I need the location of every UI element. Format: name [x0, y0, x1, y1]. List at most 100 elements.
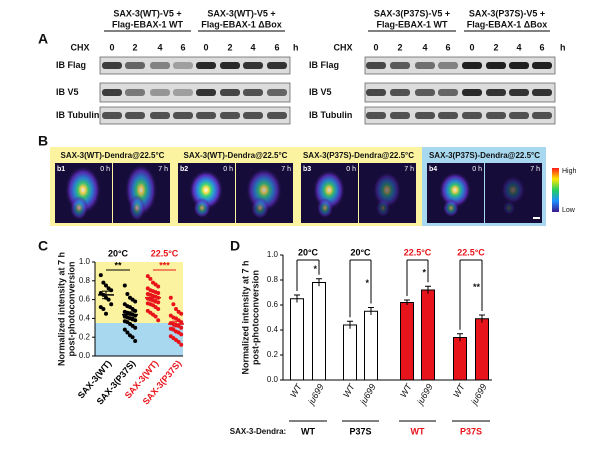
blot-band	[243, 112, 263, 119]
condition-header: 22.5°C	[151, 248, 179, 258]
blot-band	[267, 62, 287, 69]
bar	[421, 289, 435, 381]
time-label: 0 h	[100, 166, 110, 173]
blot-band	[462, 89, 482, 96]
cell-signal	[251, 197, 269, 219]
y-tick-label: 0.0	[79, 351, 91, 360]
data-point	[101, 307, 106, 311]
blue-region	[95, 323, 183, 356]
data-point	[171, 302, 176, 307]
time-label: 0 h	[472, 166, 482, 173]
lane-label: 4	[157, 42, 162, 52]
blot-band	[532, 62, 552, 69]
image-id: b2	[180, 166, 188, 173]
data-point	[153, 314, 158, 319]
bar	[290, 298, 304, 381]
data-point	[156, 284, 161, 289]
blot-row-label: IB Flag	[309, 60, 339, 70]
condition-header: 22.5°C	[404, 247, 432, 257]
group-title: SAX-3(WT)-V5 +	[113, 8, 181, 18]
blot-band	[462, 112, 482, 119]
blot-band	[150, 89, 170, 96]
y-axis-label: post-photoconversion	[66, 262, 76, 357]
lane-label: 0	[469, 42, 474, 52]
cell-signal	[129, 195, 145, 221]
lane-label: 4	[422, 42, 427, 52]
blot-band	[125, 89, 145, 96]
blot-band	[196, 112, 216, 119]
data-point	[156, 300, 161, 305]
lane-label: 6	[539, 42, 544, 52]
data-point	[168, 295, 173, 300]
blot-band	[509, 62, 529, 69]
yellow-region	[95, 262, 183, 323]
blot-band	[462, 62, 482, 69]
data-point	[179, 320, 184, 325]
y-tick-label: 1.0	[79, 257, 91, 266]
data-point	[156, 318, 161, 323]
blot-row-label: IB V5	[56, 87, 79, 97]
data-point	[122, 327, 127, 332]
bar	[475, 318, 489, 381]
y-tick-label: 0.4	[79, 314, 91, 323]
bar	[312, 282, 326, 381]
blot-band	[243, 62, 263, 69]
lane-label: 6	[274, 42, 279, 52]
blot-band	[220, 89, 240, 96]
blot-band	[532, 112, 552, 119]
blot-band	[196, 89, 216, 96]
data-point	[133, 308, 138, 313]
blot-band	[173, 62, 193, 69]
blot-band	[125, 62, 145, 69]
blot-band	[390, 89, 410, 96]
blot-band	[366, 62, 386, 69]
blot-band	[102, 89, 122, 96]
group-label: WT	[301, 426, 315, 436]
y-axis-label: post-photoconversion	[250, 270, 260, 365]
data-point	[133, 338, 138, 343]
data-point	[104, 283, 108, 288]
blot-band	[366, 89, 386, 96]
blot-row-label: IB Tubulin	[309, 110, 352, 120]
cell-signal	[501, 176, 525, 204]
color-scale	[552, 168, 559, 212]
y-tick-label: 0.2	[79, 332, 91, 341]
blot-band	[486, 89, 506, 96]
blot-band	[509, 89, 529, 96]
data-point	[133, 325, 138, 330]
cell-signal	[376, 199, 390, 217]
blot-band	[220, 112, 240, 119]
blot	[99, 82, 291, 103]
blot-band	[486, 62, 506, 69]
group-title: Flag-EBAX-1 WT	[112, 19, 184, 29]
data-point	[156, 291, 161, 296]
cell-signal	[503, 201, 515, 215]
condition-header: 20°C	[350, 247, 371, 257]
data-point	[176, 339, 181, 344]
blot-band	[366, 112, 386, 119]
bar	[400, 302, 414, 381]
data-point	[125, 291, 130, 296]
blot-band	[509, 112, 529, 119]
data-point	[109, 302, 114, 307]
y-tick-label: 0.4	[267, 325, 279, 334]
blot-row-label: IB Flag	[56, 60, 86, 70]
group-label: WT	[411, 426, 425, 436]
data-point	[145, 274, 150, 279]
panel-label: C	[38, 238, 48, 254]
image-id: b3	[303, 166, 311, 173]
data-point	[179, 342, 184, 347]
blot-band	[125, 112, 145, 119]
y-tick-label: 0.8	[267, 275, 279, 284]
blot	[364, 56, 556, 75]
data-point	[125, 330, 130, 335]
cell-signal	[373, 172, 401, 208]
condition-header: 20°C	[298, 247, 319, 257]
time-label: 0 h	[223, 166, 233, 173]
blot-band	[532, 89, 552, 96]
data-point	[122, 283, 127, 288]
image-title: SAX-3(P37S)-Dendra@22.5°C	[429, 151, 540, 160]
blot-band	[438, 89, 458, 96]
time-label: 7 h	[404, 166, 414, 173]
